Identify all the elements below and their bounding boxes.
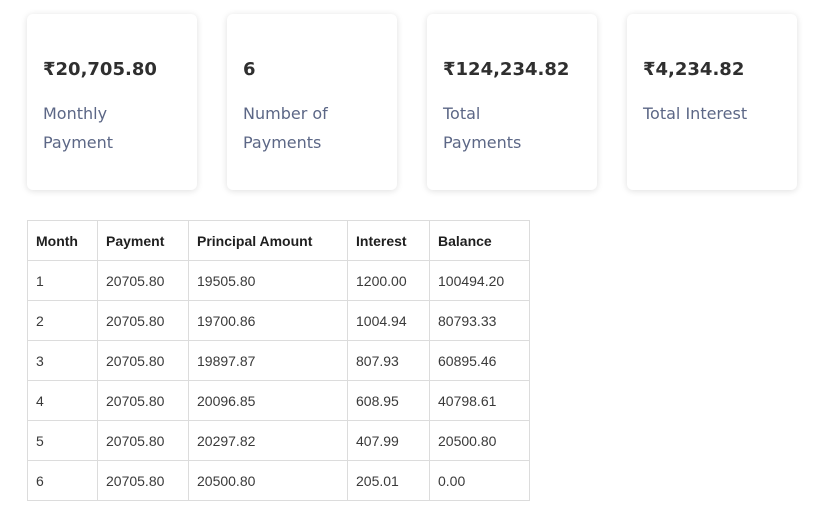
cell-balance: 40798.61 — [429, 380, 530, 421]
cell-payment: 20705.80 — [97, 340, 189, 381]
cell-balance: 20500.80 — [429, 420, 530, 461]
cell-payment: 20705.80 — [97, 380, 189, 421]
table-row: 3 20705.80 19897.87 807.93 60895.46 — [27, 340, 530, 381]
amortization-table: Month Payment Principal Amount Interest … — [27, 220, 530, 501]
header-balance: Balance — [429, 220, 530, 261]
header-interest: Interest — [347, 220, 430, 261]
header-payment: Payment — [97, 220, 189, 261]
summary-card-number-of-payments: 6 Number of Payments — [227, 14, 397, 190]
summary-card-total-interest: ₹4,234.82 Total Interest — [627, 14, 797, 190]
cell-payment: 20705.80 — [97, 300, 189, 341]
summary-value: 6 — [243, 59, 256, 80]
summary-label: Total Interest — [643, 104, 748, 123]
table-row: 1 20705.80 19505.80 1200.00 100494.20 — [27, 260, 530, 301]
cell-principal: 20096.85 — [188, 380, 348, 421]
cell-payment: 20705.80 — [97, 260, 189, 301]
cell-month: 1 — [27, 260, 98, 301]
header-principal-amount: Principal Amount — [188, 220, 348, 261]
cell-balance: 60895.46 — [429, 340, 530, 381]
cell-interest: 608.95 — [347, 380, 430, 421]
table-row: 2 20705.80 19700.86 1004.94 80793.33 — [27, 300, 530, 341]
cell-month: 5 — [27, 420, 98, 461]
cell-interest: 1004.94 — [347, 300, 430, 341]
table-row: 4 20705.80 20096.85 608.95 40798.61 — [27, 380, 530, 421]
cell-month: 6 — [27, 460, 98, 501]
cell-month: 2 — [27, 300, 98, 341]
summary-value: ₹20,705.80 — [43, 59, 157, 80]
cell-principal: 20500.80 — [188, 460, 348, 501]
cell-principal: 19505.80 — [188, 260, 348, 301]
cell-interest: 407.99 — [347, 420, 430, 461]
summary-value: ₹4,234.82 — [643, 59, 745, 80]
cell-principal: 19897.87 — [188, 340, 348, 381]
cell-balance: 100494.20 — [429, 260, 530, 301]
summary-value: ₹124,234.82 — [443, 59, 570, 80]
cell-payment: 20705.80 — [97, 460, 189, 501]
cell-payment: 20705.80 — [97, 420, 189, 461]
cell-balance: 80793.33 — [429, 300, 530, 341]
summary-label: Monthly Payment — [43, 104, 114, 152]
cell-interest: 807.93 — [347, 340, 430, 381]
cell-interest: 205.01 — [347, 460, 430, 501]
summary-label: Number of Payments — [243, 104, 328, 152]
cell-principal: 19700.86 — [188, 300, 348, 341]
table-header-row: Month Payment Principal Amount Interest … — [27, 220, 530, 261]
summary-card-monthly-payment: ₹20,705.80 Monthly Payment — [27, 14, 197, 190]
cell-month: 4 — [27, 380, 98, 421]
cell-month: 3 — [27, 340, 98, 381]
table-row: 5 20705.80 20297.82 407.99 20500.80 — [27, 420, 530, 461]
summary-card-total-payments: ₹124,234.82 Total Payments — [427, 14, 597, 190]
header-month: Month — [27, 220, 98, 261]
table-row: 6 20705.80 20500.80 205.01 0.00 — [27, 460, 530, 501]
cell-principal: 20297.82 — [188, 420, 348, 461]
summary-label: Total Payments — [443, 104, 522, 152]
cell-balance: 0.00 — [429, 460, 530, 501]
cell-interest: 1200.00 — [347, 260, 430, 301]
